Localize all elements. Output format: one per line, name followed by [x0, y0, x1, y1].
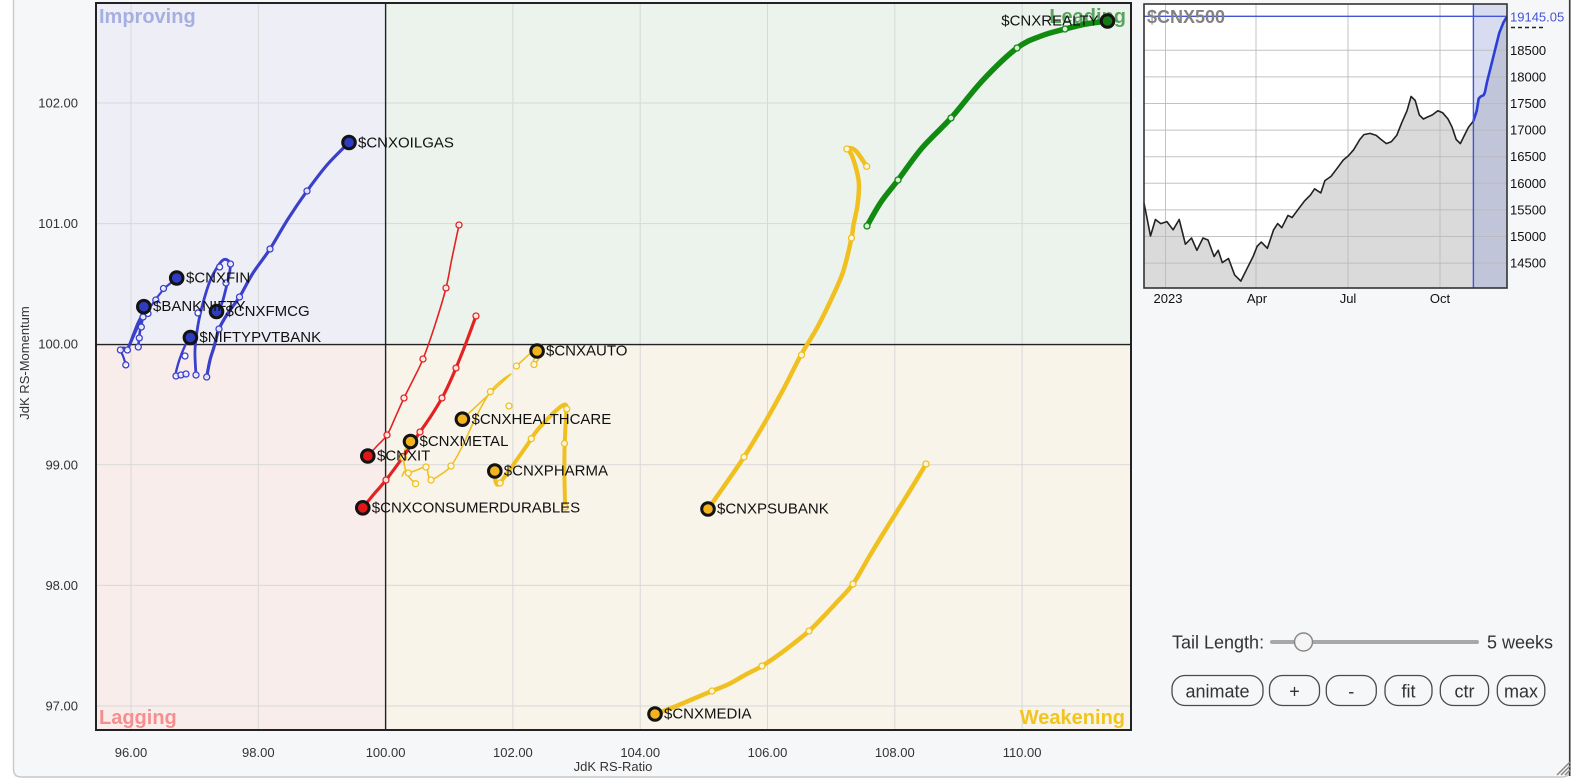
svg-text:Tail Length:: Tail Length:: [1172, 633, 1264, 653]
svg-text:102.00: 102.00: [38, 96, 78, 111]
svg-text:96.00: 96.00: [115, 745, 148, 760]
svg-text:Improving: Improving: [99, 6, 196, 28]
svg-text:$CNXOILGAS: $CNXOILGAS: [358, 135, 454, 152]
svg-text:100.00: 100.00: [366, 745, 406, 760]
svg-text:16000: 16000: [1510, 176, 1546, 191]
svg-text:97.00: 97.00: [45, 699, 78, 714]
svg-text:19145.05: 19145.05: [1510, 10, 1564, 25]
svg-text:2023: 2023: [1154, 291, 1183, 306]
svg-text:$CNXMETAL: $CNXMETAL: [420, 433, 509, 450]
svg-text:$CNXMEDIA: $CNXMEDIA: [664, 706, 752, 723]
svg-text:$CNXFMCG: $CNXFMCG: [226, 303, 310, 320]
svg-text:JdK RS-Ratio: JdK RS-Ratio: [574, 759, 653, 774]
svg-text:Lagging: Lagging: [99, 707, 177, 729]
svg-text:$CNXHEALTHCARE: $CNXHEALTHCARE: [472, 411, 612, 428]
svg-text:5 weeks: 5 weeks: [1487, 633, 1553, 653]
svg-text:17500: 17500: [1510, 96, 1546, 111]
svg-text:ctr: ctr: [1455, 682, 1475, 702]
svg-text:Apr: Apr: [1247, 291, 1268, 306]
svg-text:98.00: 98.00: [242, 745, 275, 760]
svg-text:$CNXAUTO: $CNXAUTO: [546, 343, 627, 360]
svg-text:$CNXREALTY: $CNXREALTY: [1001, 13, 1098, 30]
svg-text:15000: 15000: [1510, 229, 1546, 244]
svg-text:fit: fit: [1401, 682, 1415, 702]
svg-text:101.00: 101.00: [38, 216, 78, 231]
svg-text:$CNXCONSUMERDURABLES: $CNXCONSUMERDURABLES: [372, 500, 580, 517]
svg-text:$NIFTYPVTBANK: $NIFTYPVTBANK: [199, 329, 321, 346]
svg-text:$CNXFIN: $CNXFIN: [186, 270, 250, 287]
svg-text:104.00: 104.00: [620, 745, 660, 760]
svg-text:Jul: Jul: [1340, 291, 1357, 306]
svg-text:animate: animate: [1185, 682, 1249, 702]
svg-text:$BANKNIFTY: $BANKNIFTY: [153, 298, 246, 315]
svg-text:99.00: 99.00: [45, 457, 78, 472]
svg-text:$CNXPHARMA: $CNXPHARMA: [504, 463, 608, 480]
svg-text:17000: 17000: [1510, 123, 1546, 138]
svg-text:-: -: [1348, 682, 1354, 702]
svg-text:$CNXPSUBANK: $CNXPSUBANK: [717, 501, 829, 518]
svg-text:98.00: 98.00: [45, 578, 78, 593]
svg-text:100.00: 100.00: [38, 337, 78, 352]
svg-text:18000: 18000: [1510, 69, 1546, 84]
svg-text:JdK RS-Momentum: JdK RS-Momentum: [17, 306, 32, 419]
svg-text:106.00: 106.00: [748, 745, 788, 760]
svg-text:$CNXIT: $CNXIT: [377, 447, 430, 464]
svg-text:108.00: 108.00: [875, 745, 915, 760]
svg-text:18500: 18500: [1510, 43, 1546, 58]
svg-text:Weakening: Weakening: [1020, 707, 1125, 729]
svg-text:$CNX500: $CNX500: [1147, 7, 1225, 27]
svg-text:110.00: 110.00: [1003, 745, 1042, 760]
svg-text:+: +: [1289, 682, 1300, 702]
svg-text:15500: 15500: [1510, 202, 1546, 217]
svg-text:14500: 14500: [1510, 256, 1546, 271]
svg-text:max: max: [1504, 682, 1538, 702]
svg-text:16500: 16500: [1510, 149, 1546, 164]
svg-text:102.00: 102.00: [493, 745, 533, 760]
svg-text:Oct: Oct: [1430, 291, 1451, 306]
